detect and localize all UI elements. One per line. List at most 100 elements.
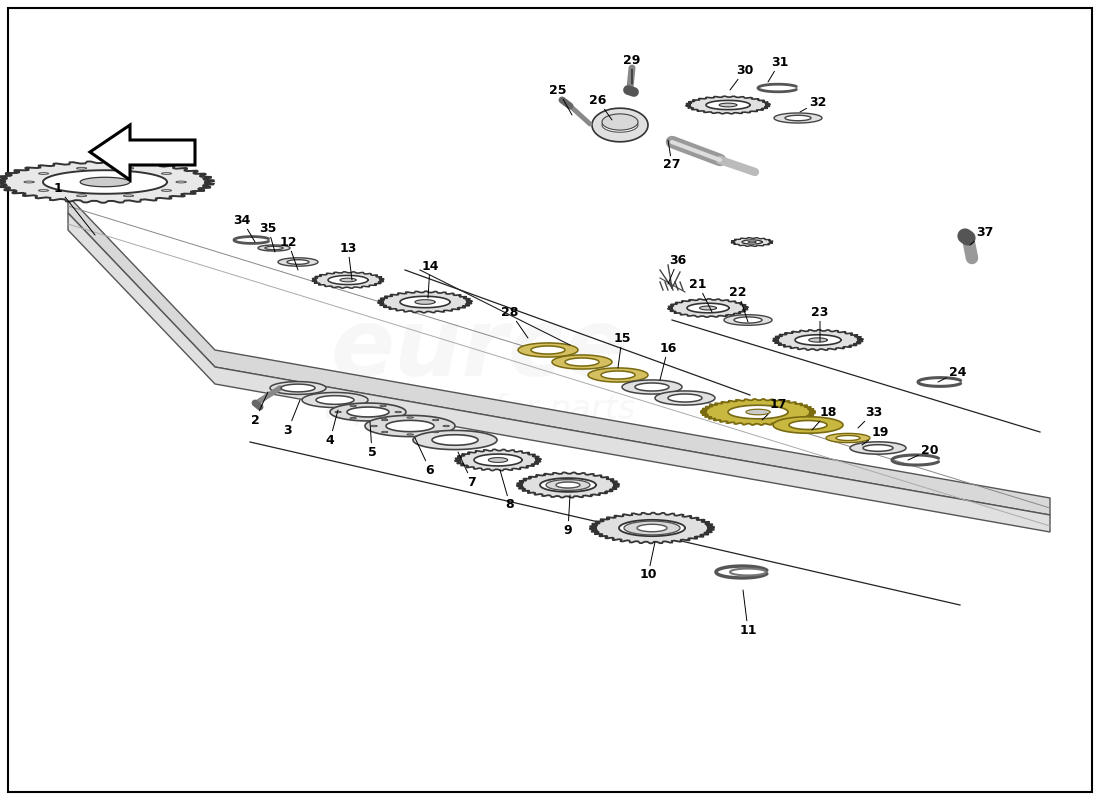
Polygon shape	[328, 275, 369, 285]
Polygon shape	[265, 246, 283, 250]
Text: 36: 36	[668, 254, 686, 284]
Text: 4: 4	[326, 410, 338, 446]
Polygon shape	[302, 393, 368, 407]
Polygon shape	[748, 241, 756, 243]
Text: 15: 15	[614, 331, 630, 368]
Polygon shape	[637, 524, 667, 532]
Polygon shape	[531, 346, 565, 354]
Polygon shape	[688, 303, 729, 313]
Text: 30: 30	[730, 63, 754, 90]
Polygon shape	[706, 101, 750, 110]
Text: 29: 29	[624, 54, 640, 84]
Polygon shape	[724, 314, 772, 326]
Text: 28: 28	[502, 306, 528, 338]
Polygon shape	[258, 245, 290, 251]
Polygon shape	[488, 458, 507, 462]
Text: 14: 14	[421, 259, 439, 298]
Polygon shape	[701, 399, 815, 425]
Polygon shape	[601, 371, 635, 379]
Polygon shape	[0, 162, 213, 202]
Polygon shape	[68, 213, 1050, 532]
Polygon shape	[346, 407, 389, 417]
Polygon shape	[668, 299, 748, 317]
Polygon shape	[668, 394, 702, 402]
Text: 24: 24	[938, 366, 967, 382]
Polygon shape	[432, 434, 478, 446]
Polygon shape	[826, 434, 870, 442]
Polygon shape	[412, 430, 497, 450]
Text: 20: 20	[908, 443, 938, 460]
Polygon shape	[80, 178, 130, 186]
Text: 7: 7	[458, 452, 476, 489]
Polygon shape	[746, 410, 770, 414]
Text: 5: 5	[367, 422, 376, 458]
Polygon shape	[728, 405, 788, 419]
Text: 6: 6	[415, 438, 434, 477]
Polygon shape	[365, 415, 455, 437]
Polygon shape	[734, 317, 762, 323]
Text: 2: 2	[251, 392, 268, 426]
Polygon shape	[556, 482, 580, 488]
Polygon shape	[795, 334, 842, 346]
Polygon shape	[700, 306, 716, 310]
Text: 16: 16	[659, 342, 676, 380]
Polygon shape	[592, 108, 648, 142]
Text: 23: 23	[812, 306, 828, 342]
Polygon shape	[789, 421, 827, 430]
Text: eurce: eurce	[331, 304, 629, 396]
Text: 9: 9	[563, 495, 572, 537]
Text: 8: 8	[500, 470, 515, 511]
Text: 32: 32	[800, 95, 827, 112]
Text: 12: 12	[279, 235, 298, 270]
Polygon shape	[732, 238, 773, 246]
Polygon shape	[455, 450, 541, 470]
Text: 21: 21	[690, 278, 712, 312]
Polygon shape	[635, 383, 669, 391]
Polygon shape	[808, 338, 827, 342]
Polygon shape	[654, 391, 715, 405]
Polygon shape	[602, 114, 638, 130]
Text: 33: 33	[858, 406, 882, 428]
Text: 17: 17	[762, 398, 786, 420]
Polygon shape	[619, 520, 685, 536]
Polygon shape	[386, 420, 434, 432]
Text: 27: 27	[663, 140, 681, 171]
Polygon shape	[773, 417, 843, 434]
Text: 37: 37	[970, 226, 993, 245]
Text: 10: 10	[639, 542, 657, 582]
Polygon shape	[340, 278, 356, 282]
Polygon shape	[540, 478, 596, 492]
Polygon shape	[774, 113, 822, 123]
Polygon shape	[742, 240, 762, 244]
Polygon shape	[557, 482, 580, 488]
Polygon shape	[624, 521, 680, 535]
Polygon shape	[864, 445, 893, 451]
Polygon shape	[836, 435, 860, 441]
Polygon shape	[474, 454, 522, 466]
Polygon shape	[773, 330, 862, 350]
Polygon shape	[43, 170, 167, 194]
Text: 13: 13	[339, 242, 356, 280]
Polygon shape	[565, 358, 600, 366]
Polygon shape	[686, 96, 770, 114]
Polygon shape	[316, 396, 354, 404]
Text: 25: 25	[549, 83, 572, 115]
Text: 18: 18	[812, 406, 837, 430]
Polygon shape	[68, 196, 1050, 515]
Text: 34: 34	[233, 214, 255, 242]
Polygon shape	[280, 384, 315, 392]
Polygon shape	[590, 513, 714, 543]
Polygon shape	[415, 300, 434, 304]
Polygon shape	[400, 296, 450, 308]
Polygon shape	[588, 368, 648, 382]
Polygon shape	[719, 103, 737, 107]
Polygon shape	[517, 473, 619, 498]
Text: 22: 22	[729, 286, 748, 322]
Polygon shape	[90, 125, 195, 180]
Polygon shape	[639, 525, 665, 531]
Polygon shape	[602, 118, 638, 132]
Text: 1: 1	[54, 182, 95, 235]
Polygon shape	[518, 343, 578, 357]
Text: 3: 3	[284, 400, 300, 437]
Polygon shape	[378, 291, 472, 313]
